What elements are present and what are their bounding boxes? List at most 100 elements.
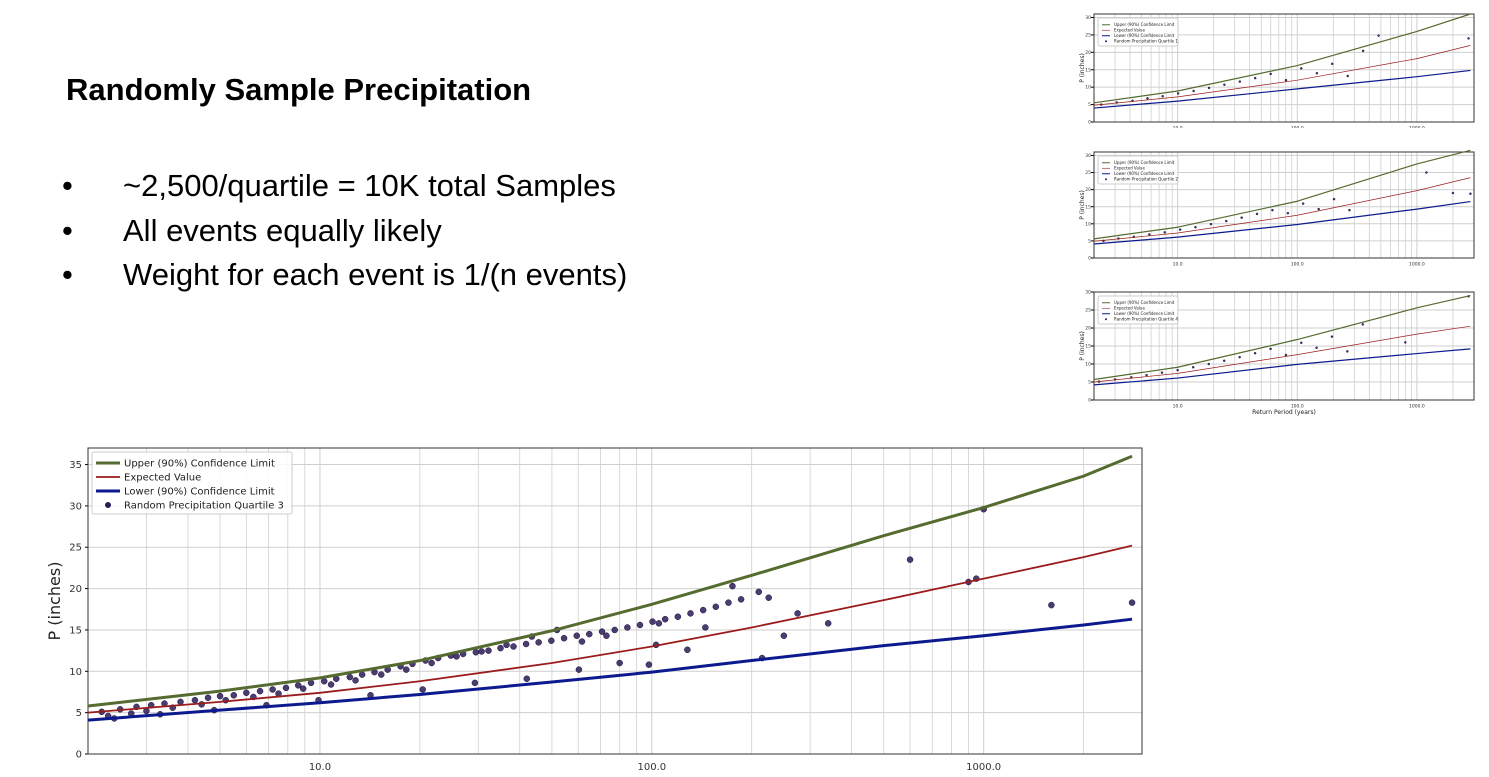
scatter-point (573, 632, 580, 639)
scatter-point (204, 694, 212, 702)
y-tick-label: 10 (1085, 85, 1091, 91)
x-axis-label: Return Period (years) (1252, 409, 1316, 416)
scatter-point (282, 684, 290, 692)
scatter-point (661, 615, 669, 623)
legend-label: Lower (90%) Confidence Limit (1114, 311, 1175, 316)
legend-label: Upper (90%) Confidence Limit (1114, 160, 1175, 165)
scatter-point (1194, 225, 1197, 229)
bullet-marker: • (62, 212, 73, 248)
scatter-point (1348, 208, 1351, 212)
legend-label: Upper (90%) Confidence Limit (124, 459, 275, 470)
scatter-point (346, 673, 354, 681)
scatter-point (1146, 97, 1149, 100)
scatter-point (1377, 34, 1380, 37)
scatter-point (624, 624, 631, 631)
scatter-point (522, 640, 530, 648)
plot-frame (87, 447, 1143, 755)
y-axis-label: P (inches) (1079, 331, 1086, 361)
bullet-text: Weight for each event is 1/(n events) (123, 257, 628, 292)
y-tick-label: 15 (1085, 67, 1091, 73)
scatter-point (824, 620, 832, 627)
y-tick-label: 20 (1085, 187, 1091, 193)
series-line (87, 617, 1133, 722)
legend-swatch-point (105, 502, 111, 508)
scatter-point (1330, 335, 1334, 338)
y-tick-label: 25 (69, 543, 82, 554)
scatter-point (737, 596, 745, 603)
scatter-point (1148, 233, 1151, 236)
scatter-point (636, 621, 644, 629)
scatter-point (598, 628, 606, 635)
scatter-point (1255, 212, 1259, 216)
scatter-point (1176, 368, 1179, 372)
scatter-point (1330, 62, 1334, 66)
scatter-point (1222, 359, 1226, 363)
legend-box (1097, 295, 1179, 325)
scatter-point (1253, 351, 1257, 355)
bullet-list: • ~2,500/quartile = 10K total Samples • Al… (62, 164, 627, 298)
series-line (1093, 177, 1471, 242)
scatter-point (1238, 355, 1241, 359)
y-tick-label: 20 (69, 584, 82, 595)
scatter-point (403, 666, 410, 673)
scatter-point (1315, 346, 1318, 350)
scatter-point (687, 610, 694, 617)
y-tick-label: 30 (1085, 153, 1091, 159)
scatter-point (1191, 365, 1195, 369)
y-tick-label: 0 (1088, 398, 1091, 404)
y-tick-label: 35 (69, 460, 82, 471)
scatter-point (755, 588, 762, 596)
scatter-point (1209, 222, 1213, 226)
scatter-point (419, 686, 426, 693)
scatter-point (497, 644, 504, 652)
scatter-point (230, 692, 238, 699)
quartile-1-thumbnail-chart: 0 5 10 15 20 25 30 10.0 100.0 1000.0 P (inches) Upp… (1079, 13, 1475, 128)
scatter-point (177, 698, 184, 706)
scatter-point (702, 624, 709, 631)
y-tick-label: 10 (69, 667, 82, 678)
scatter-point (299, 685, 307, 692)
y-tick-label: 10 (1085, 362, 1091, 368)
scatter-point (1300, 67, 1303, 70)
scatter-point (725, 599, 732, 606)
scatter-point (1160, 371, 1164, 374)
scatter-point (1451, 191, 1455, 195)
y-tick-label: 25 (1085, 170, 1091, 176)
bullet-text: All events equally likely (123, 212, 442, 248)
scatter-point (765, 594, 772, 601)
scatter-point (428, 659, 435, 667)
scatter-point (1161, 94, 1164, 98)
scatter-point (1163, 231, 1166, 234)
scatter-point (1467, 37, 1470, 40)
scatter-point (294, 682, 302, 689)
scatter-point (269, 686, 276, 693)
quartile-4-thumbnail-chart: 0 5 10 15 20 25 30 10.0 100.0 1000.0 P (inches) Ret… (1079, 290, 1475, 416)
scatter-point (674, 613, 682, 620)
x-tick-label: 1000.0 (1409, 262, 1425, 267)
scatter-point (523, 675, 531, 682)
scatter-point (1238, 80, 1242, 83)
scatter-point (1300, 341, 1303, 345)
series-line (1093, 348, 1471, 386)
plot-frame (1093, 13, 1475, 123)
x-tick-label: 100.0 (1291, 262, 1304, 267)
scatter-point (352, 677, 359, 684)
quartile-2-thumbnail-chart: 0 5 10 15 20 25 30 10.0 100.0 1000.0 P (inches) Upp… (1079, 149, 1475, 267)
scatter-point (1048, 601, 1055, 609)
y-axis-label: P (inches) (1079, 53, 1086, 83)
series-line (87, 544, 1133, 714)
y-tick-label: 5 (76, 708, 82, 719)
scatter-point (243, 689, 250, 697)
y-axis-label: P (inches) (1079, 190, 1086, 220)
y-tick-label: 30 (69, 501, 82, 512)
y-tick-label: 20 (1085, 50, 1091, 56)
scatter-point (1207, 362, 1210, 366)
scatter-point (684, 646, 691, 654)
legend-label: Lower (90%) Confidence Limit (124, 487, 275, 498)
scatter-point (560, 634, 568, 642)
legend-label: Expected Value (1114, 166, 1145, 171)
scatter-point (377, 671, 385, 678)
scatter-point (794, 610, 801, 617)
scatter-point (510, 643, 517, 650)
scatter-point (1332, 197, 1336, 201)
